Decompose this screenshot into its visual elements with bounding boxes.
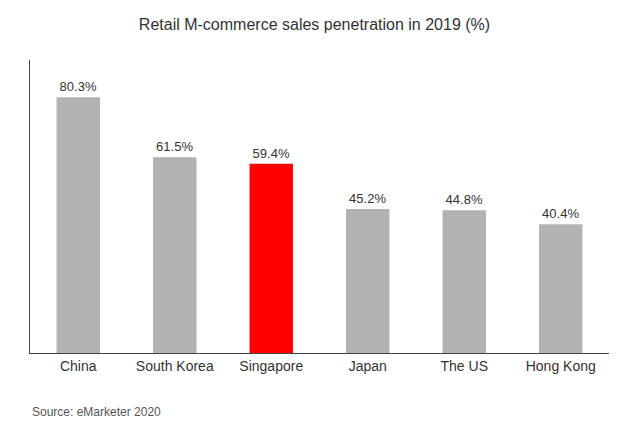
svg-text:Singapore: Singapore <box>239 358 303 374</box>
svg-text:40.4%: 40.4% <box>542 206 579 221</box>
svg-text:Retail M-commerce sales penetr: Retail M-commerce sales penetration in 2… <box>139 16 490 33</box>
svg-text:Hong Kong: Hong Kong <box>526 358 596 374</box>
svg-text:The US: The US <box>441 358 488 374</box>
svg-text:45.2%: 45.2% <box>349 191 386 206</box>
svg-text:80.3%: 80.3% <box>60 79 97 94</box>
svg-text:China: China <box>60 358 97 374</box>
svg-text:Source: eMarketer 2020: Source: eMarketer 2020 <box>32 405 161 419</box>
svg-text:59.4%: 59.4% <box>253 146 290 161</box>
svg-text:61.5%: 61.5% <box>156 139 193 154</box>
svg-text:Japan: Japan <box>349 358 387 374</box>
svg-text:South Korea: South Korea <box>136 358 214 374</box>
svg-text:44.8%: 44.8% <box>446 192 483 207</box>
